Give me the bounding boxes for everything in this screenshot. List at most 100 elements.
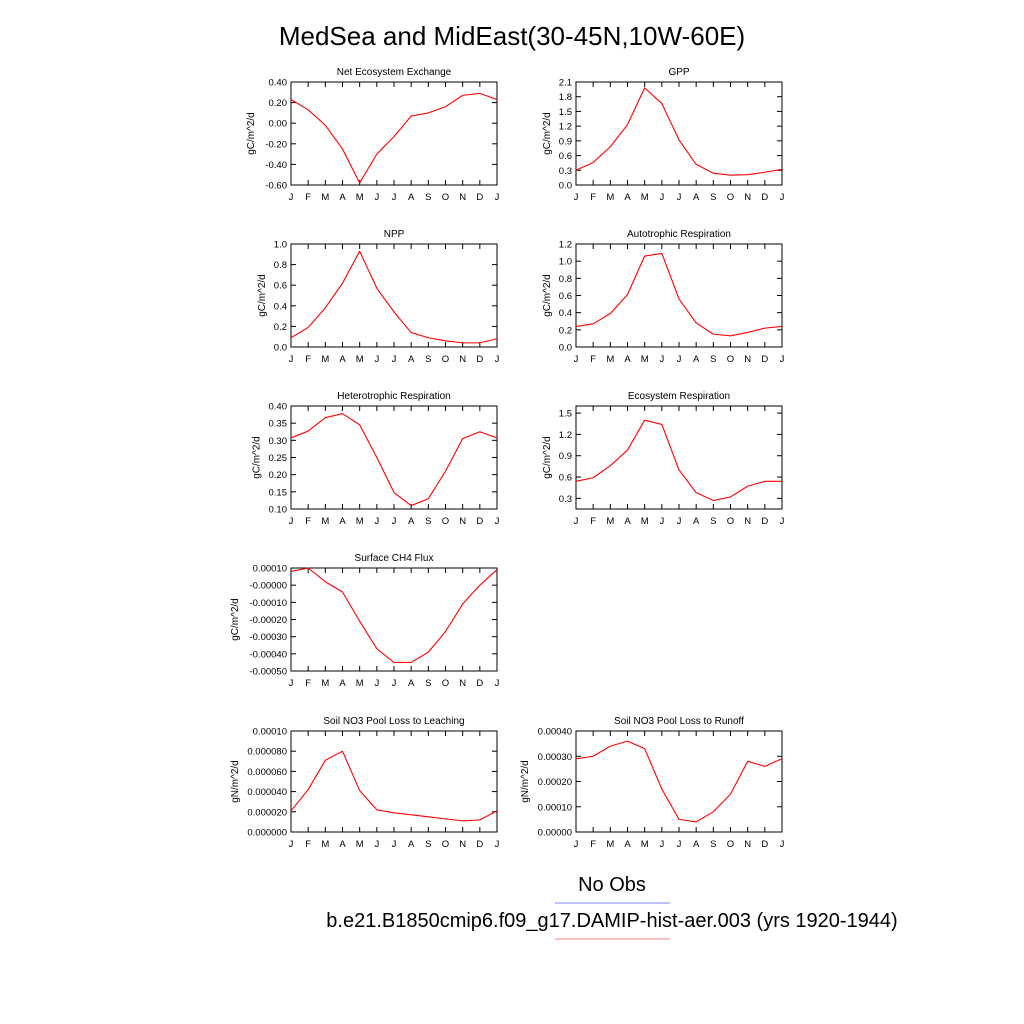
x-tick-label: J bbox=[392, 516, 397, 527]
y-tick-label: 0.3 bbox=[559, 166, 572, 177]
x-tick-label: N bbox=[744, 192, 751, 203]
x-tick-label: J bbox=[392, 678, 397, 689]
x-tick-label: N bbox=[459, 516, 466, 527]
y-tick-label: 0.000020 bbox=[247, 807, 287, 818]
y-tick-label: 0.10 bbox=[269, 505, 288, 516]
y-axis-label: gC/m^2/d bbox=[246, 112, 257, 155]
x-tick-label: J bbox=[780, 839, 785, 850]
plot-frame bbox=[290, 567, 498, 672]
y-tick-label: 0.25 bbox=[269, 453, 288, 464]
series-line bbox=[575, 419, 782, 502]
x-tick-label: J bbox=[289, 678, 294, 689]
y-tick-label: 0.0 bbox=[559, 181, 572, 192]
x-tick-label: M bbox=[606, 354, 614, 365]
x-tick-label: J bbox=[374, 678, 379, 689]
x-tick-label: F bbox=[590, 516, 596, 527]
x-tick-label: M bbox=[321, 678, 329, 689]
y-tick-label: 1.2 bbox=[559, 122, 572, 133]
x-tick-label: J bbox=[659, 516, 664, 527]
x-tick-label: M bbox=[321, 192, 329, 203]
x-tick-label: S bbox=[710, 192, 716, 203]
x-tick-label: M bbox=[641, 839, 649, 850]
x-tick-label: J bbox=[495, 354, 500, 365]
series-line bbox=[290, 92, 498, 184]
y-tick-label: -0.00000 bbox=[249, 581, 287, 592]
x-tick-label: J bbox=[289, 839, 294, 850]
x-tick-label: J bbox=[659, 192, 664, 203]
y-axis-label: gC/m^2/d bbox=[542, 436, 553, 479]
x-tick-label: J bbox=[289, 516, 294, 527]
x-tick-label: J bbox=[392, 839, 397, 850]
y-axis-label: gN/m^2/d bbox=[230, 760, 241, 803]
y-tick-label: -0.00010 bbox=[249, 598, 287, 609]
x-tick-label: D bbox=[761, 516, 768, 527]
plot-frame bbox=[290, 81, 498, 186]
x-tick-label: N bbox=[459, 354, 466, 365]
x-tick-label: M bbox=[641, 516, 649, 527]
x-tick-label: J bbox=[289, 354, 294, 365]
series-line bbox=[290, 250, 498, 344]
plot-frame bbox=[290, 243, 498, 348]
x-tick-label: A bbox=[408, 516, 415, 527]
x-tick-label: J bbox=[574, 354, 579, 365]
panel-title: Surface CH4 Flux bbox=[355, 553, 434, 564]
x-tick-label: J bbox=[780, 516, 785, 527]
x-tick-label: S bbox=[425, 839, 431, 850]
series-line bbox=[290, 750, 498, 822]
x-tick-label: F bbox=[305, 516, 311, 527]
panel-title: NPP bbox=[384, 229, 405, 240]
x-tick-label: A bbox=[408, 192, 415, 203]
y-tick-label: 0.6 bbox=[559, 473, 572, 484]
x-tick-label: M bbox=[356, 516, 364, 527]
y-tick-label: 0.00 bbox=[269, 119, 288, 130]
y-tick-label: 0.00040 bbox=[538, 727, 572, 738]
y-tick-label: 0.000060 bbox=[247, 767, 287, 778]
y-tick-label: 0.000000 bbox=[247, 828, 287, 839]
series-line bbox=[290, 412, 498, 507]
y-tick-label: 1.8 bbox=[559, 92, 572, 103]
x-tick-label: M bbox=[606, 839, 614, 850]
y-tick-label: 0.4 bbox=[559, 308, 572, 319]
x-tick-label: S bbox=[425, 516, 431, 527]
y-tick-label: -0.00030 bbox=[249, 632, 287, 643]
panel-title: Net Ecosystem Exchange bbox=[337, 67, 452, 78]
x-tick-label: A bbox=[339, 678, 346, 689]
y-tick-label: 1.2 bbox=[559, 430, 572, 441]
x-tick-label: M bbox=[356, 678, 364, 689]
x-tick-label: S bbox=[710, 354, 716, 365]
y-tick-label: 0.35 bbox=[269, 419, 288, 430]
x-tick-label: O bbox=[442, 354, 449, 365]
x-tick-label: J bbox=[495, 678, 500, 689]
y-tick-label: 0.2 bbox=[559, 325, 572, 336]
y-tick-label: 1.0 bbox=[559, 257, 572, 268]
legend: No Obs b.e21.B1850cmip6.f09_g17.DAMIP-hi… bbox=[326, 874, 898, 940]
y-tick-label: 2.1 bbox=[559, 78, 572, 89]
y-tick-label: 0.6 bbox=[274, 281, 287, 292]
series-line bbox=[575, 252, 783, 337]
y-tick-label: -0.00040 bbox=[249, 649, 287, 660]
y-tick-label: 0.6 bbox=[559, 291, 572, 302]
x-tick-label: A bbox=[339, 354, 346, 365]
x-tick-label: A bbox=[339, 839, 346, 850]
y-tick-label: -0.00050 bbox=[249, 667, 287, 678]
x-tick-label: D bbox=[761, 354, 768, 365]
y-axis-label: gC/m^2/d bbox=[542, 112, 553, 155]
y-tick-label: 0.30 bbox=[269, 436, 288, 447]
y-tick-label: 1.0 bbox=[274, 240, 287, 251]
panel-title: Soil NO3 Pool Loss to Runoff bbox=[614, 716, 744, 727]
y-tick-label: 0.8 bbox=[559, 274, 572, 285]
x-tick-label: J bbox=[677, 354, 682, 365]
x-tick-label: J bbox=[780, 192, 785, 203]
x-tick-label: J bbox=[374, 354, 379, 365]
x-tick-label: O bbox=[442, 192, 449, 203]
y-tick-label: -0.00020 bbox=[249, 615, 287, 626]
x-tick-label: A bbox=[693, 516, 700, 527]
y-tick-label: 0.6 bbox=[559, 151, 572, 162]
x-tick-label: O bbox=[442, 678, 449, 689]
y-axis-label: gC/m^2/d bbox=[230, 598, 241, 641]
y-tick-label: -0.40 bbox=[265, 160, 287, 171]
x-tick-label: A bbox=[339, 516, 346, 527]
